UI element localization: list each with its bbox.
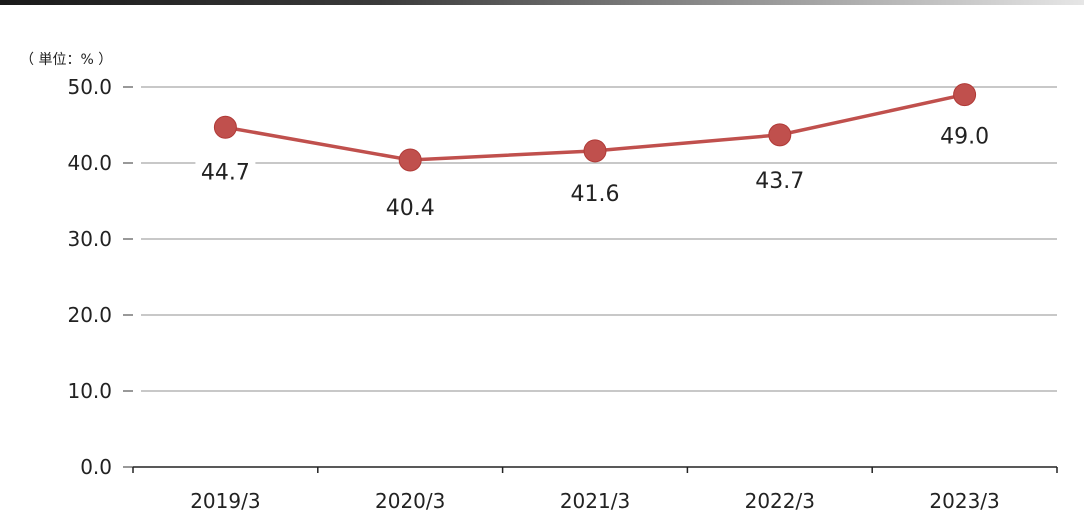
axis-layer: 0.0 10.0 20.0 30.0 40.0 50.0 2019/3 2020/3 2021/… (67, 75, 1058, 513)
y-tick-label: 10.0 (67, 379, 112, 403)
data-label: 43.7 (755, 169, 804, 194)
x-category-label: 2020/3 (375, 489, 445, 513)
header-gradient-bar (0, 0, 1084, 5)
x-category-label: 2021/3 (560, 489, 630, 513)
y-tick-label: 50.0 (67, 75, 112, 99)
data-label-background (380, 192, 441, 221)
y-tick-label: 20.0 (67, 303, 112, 327)
data-label-background (195, 157, 256, 186)
grid-layer (141, 86, 1057, 392)
x-category-label: 2023/3 (929, 489, 999, 513)
data-point-marker (583, 139, 607, 163)
data-label-background (934, 121, 995, 150)
data-label-background (749, 165, 810, 194)
data-label: 41.6 (571, 182, 620, 207)
data-point-marker (953, 83, 977, 107)
y-tick-label: 30.0 (67, 227, 112, 251)
series-layer (213, 83, 977, 172)
x-category-label: 2022/3 (745, 489, 815, 513)
label-layer: 44.7 40.4 41.6 43.7 49.0 (195, 121, 995, 221)
data-point-marker (213, 115, 237, 139)
data-label: 44.7 (201, 160, 250, 185)
y-tick-label: 0.0 (80, 455, 112, 479)
data-label: 49.0 (940, 125, 989, 150)
x-category-label: 2019/3 (190, 489, 260, 513)
data-point-marker (398, 148, 422, 172)
data-label-background (565, 178, 625, 207)
y-tick-label: 40.0 (67, 151, 112, 175)
data-point-marker (768, 123, 792, 147)
data-label: 40.4 (386, 196, 435, 221)
unit-label: （ 単位：% ） (20, 52, 112, 68)
